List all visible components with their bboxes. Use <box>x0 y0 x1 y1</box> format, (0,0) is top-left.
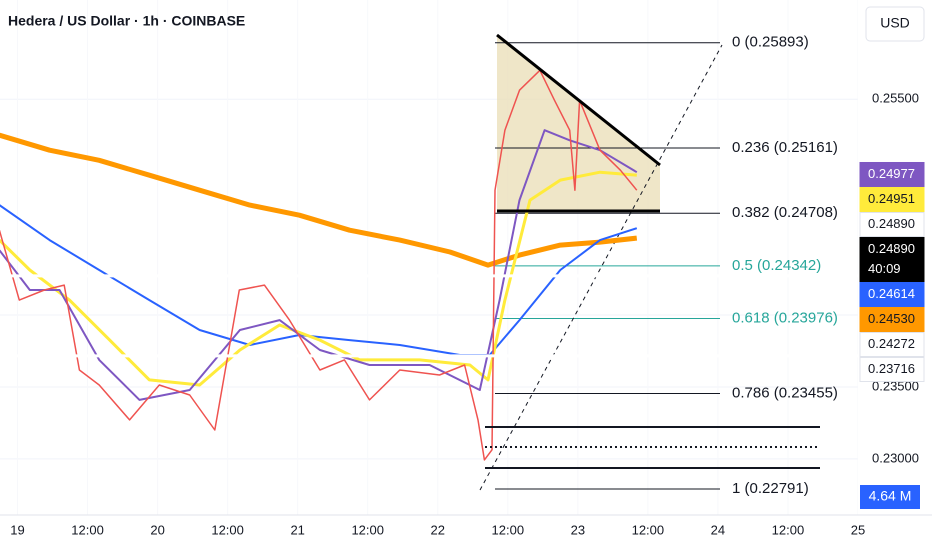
fib-label: 0.236 (0.25161) <box>732 139 838 156</box>
series-line <box>0 69 638 461</box>
price-tag-label: 0.24530 <box>868 311 915 326</box>
price-tag <box>859 211 925 237</box>
price-tag <box>859 186 925 212</box>
currency[interactable]: USD <box>880 15 910 31</box>
series-line <box>0 204 638 356</box>
x-tick-label: 23 <box>571 522 585 537</box>
x-tick-label: 24 <box>711 522 725 537</box>
x-tick-label: 12:00 <box>772 522 805 537</box>
triangle-upper <box>496 33 661 167</box>
fib-label: 0.786 (0.23455) <box>732 384 838 401</box>
x-tick-label: 12:00 <box>351 522 384 537</box>
currency-button[interactable] <box>865 6 925 42</box>
countdown: 40:09 <box>868 261 901 276</box>
y-tick-label: 0.25500 <box>872 91 919 106</box>
series-line <box>0 132 638 268</box>
price-tag-label: 0.24890 <box>868 216 915 231</box>
y-tick-label: 0.23500 <box>872 378 919 393</box>
chart-title: Hedera / US Dollar · 1h · COINBASE <box>8 13 245 29</box>
price-tag-label: 0.24272 <box>868 336 915 351</box>
y-tick-label: 0.23000 <box>872 450 919 465</box>
x-tick-label: 19 <box>10 522 24 537</box>
price-tag-label: 0.24614 <box>868 286 915 301</box>
grid <box>0 98 858 460</box>
price-tag-label: 0.24951 <box>868 191 915 206</box>
x-tick-label: 20 <box>150 522 164 537</box>
fib-label: 0.5 (0.24342) <box>732 257 821 274</box>
volume-label: 4.64 M <box>869 488 912 504</box>
fib-label: 1 (0.22791) <box>732 480 809 497</box>
volume-tag <box>860 485 920 509</box>
price-tag <box>859 281 925 307</box>
fib-levels: 0 (0.25893) 0.236 (0.25161) 0.382 (0.24708… <box>495 34 838 497</box>
price-tag <box>859 161 925 187</box>
price-tag <box>859 331 925 357</box>
x-tick-label: 12:00 <box>632 522 665 537</box>
series <box>0 69 858 461</box>
price-tag-label: 0.23716 <box>868 361 915 376</box>
fib-label: 0.382 (0.24708) <box>732 204 838 221</box>
price-tag-label: 0.24890 <box>868 241 915 256</box>
x-tick-label: 25 <box>851 522 865 537</box>
x-tick-label: 12:00 <box>211 522 244 537</box>
axes: 0.230000.235000.240000.255001912:002012:… <box>10 91 925 537</box>
x-tick-label: 22 <box>431 522 445 537</box>
x-tick-label: 12:00 <box>71 522 104 537</box>
fib-label: 0 (0.25893) <box>732 34 809 51</box>
price-tag <box>859 236 925 282</box>
price-tag <box>859 306 925 332</box>
price-tag-label: 0.24977 <box>868 166 915 181</box>
fib-label: 0.618 (0.23976) <box>732 309 838 326</box>
x-tick-label: 12:00 <box>492 522 525 537</box>
series-line <box>0 170 637 387</box>
series-line <box>0 129 638 401</box>
x-tick-label: 21 <box>290 522 304 537</box>
price-tag <box>859 356 925 382</box>
